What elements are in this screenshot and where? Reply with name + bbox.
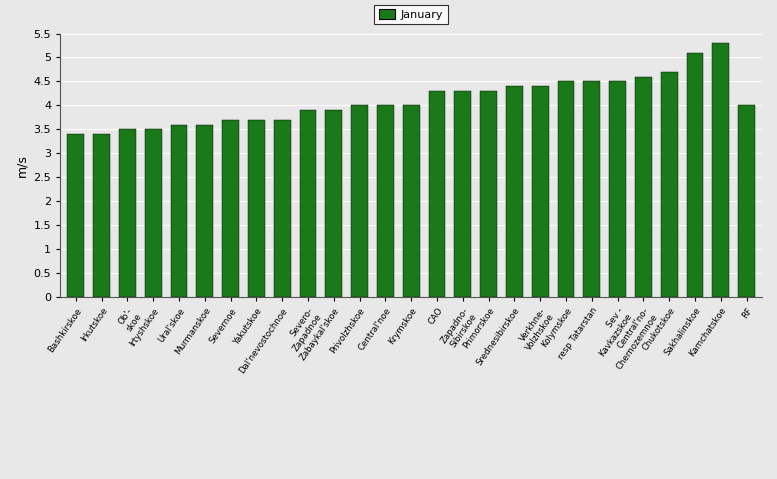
Bar	[635, 77, 652, 297]
Bar	[274, 120, 291, 297]
Bar	[197, 125, 213, 297]
Bar	[377, 105, 394, 297]
Bar	[119, 129, 136, 297]
Bar	[300, 110, 316, 297]
Bar	[145, 129, 162, 297]
Bar	[480, 91, 497, 297]
Bar	[609, 81, 626, 297]
Bar	[351, 105, 368, 297]
Bar	[455, 91, 471, 297]
Bar	[506, 86, 523, 297]
Bar	[713, 43, 729, 297]
Bar	[429, 91, 445, 297]
Bar	[738, 105, 755, 297]
Bar	[558, 81, 574, 297]
Bar	[584, 81, 600, 297]
Bar	[171, 125, 187, 297]
Bar	[402, 105, 420, 297]
Bar	[68, 134, 84, 297]
Bar	[326, 110, 342, 297]
Y-axis label: m/s: m/s	[15, 154, 28, 177]
Legend: January: January	[375, 5, 448, 24]
Bar	[687, 53, 703, 297]
Bar	[660, 72, 678, 297]
Bar	[93, 134, 110, 297]
Bar	[248, 120, 265, 297]
Bar	[531, 86, 549, 297]
Bar	[222, 120, 239, 297]
